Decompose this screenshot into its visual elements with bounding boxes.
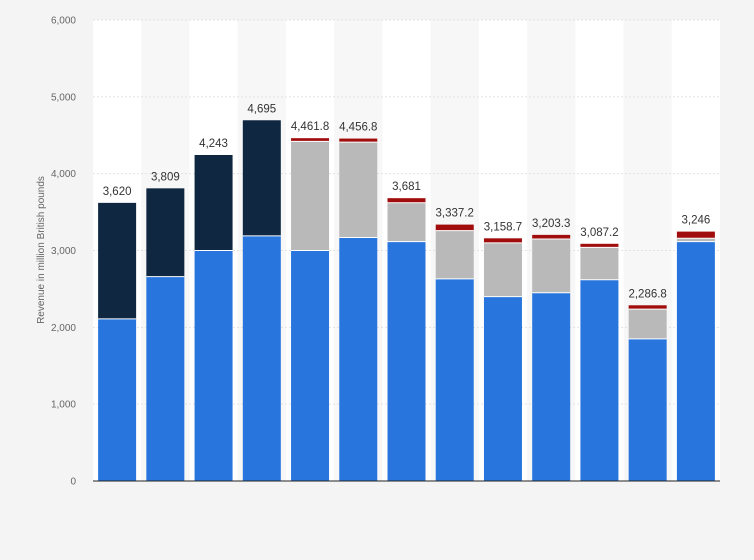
y-tick-label: 5,000 <box>51 92 76 103</box>
bar-segment <box>580 247 619 280</box>
bar-segment <box>291 138 330 142</box>
y-tick-label: 6,000 <box>51 16 76 27</box>
bar-total-label: 3,087.2 <box>580 227 618 239</box>
bar-total-label: 3,809 <box>151 171 180 183</box>
bar-total-label: 3,681 <box>392 181 421 193</box>
bar-segment <box>580 279 619 481</box>
bar-segment <box>291 141 330 251</box>
bars <box>98 120 715 481</box>
y-tick-label: 2,000 <box>51 323 76 334</box>
bar-segment <box>532 292 571 481</box>
data-labels: 3,620 3,809 4,243 4,695 4,461.8 4,456.8 3,681 3… <box>103 103 711 300</box>
bar-segment <box>483 296 522 481</box>
bar-segment <box>628 309 667 339</box>
bar-segment <box>146 276 185 481</box>
bar-segment <box>387 198 426 203</box>
bar-segment <box>628 338 667 481</box>
y-tick-label: 1,000 <box>51 400 76 411</box>
bar-total-label: 4,243 <box>199 138 228 150</box>
bar-total-label: 3,246 <box>681 215 710 227</box>
bar-segment <box>98 202 137 319</box>
bar-segment <box>580 243 619 248</box>
y-tick-label: 4,000 <box>51 169 76 180</box>
bar-segment <box>194 154 233 251</box>
bar-segment <box>387 202 426 242</box>
bar-segment <box>532 234 571 239</box>
bar-segment <box>435 230 474 279</box>
bar-segment <box>98 318 137 481</box>
bar-segment <box>242 235 281 481</box>
y-axis-title: Revenue in million British pounds <box>36 176 47 324</box>
bar-segment <box>435 278 474 481</box>
bar-segment <box>435 224 474 231</box>
bar-segment <box>387 241 426 481</box>
bar-segment <box>339 138 378 143</box>
bar-total-label: 3,337.2 <box>436 208 474 220</box>
bar-segment <box>532 238 571 293</box>
bar-segment <box>483 242 522 297</box>
bar-total-label: 4,461.8 <box>291 121 329 133</box>
bar-total-label: 4,695 <box>247 103 276 115</box>
bar-segment <box>146 188 185 277</box>
bar-segment <box>339 237 378 481</box>
bar-total-label: 3,203.3 <box>532 218 570 230</box>
bar-segment <box>676 238 715 242</box>
bar-segment <box>676 241 715 481</box>
bar-segment <box>242 120 281 236</box>
y-tick-label: 3,000 <box>51 246 76 257</box>
bar-segment <box>628 305 667 310</box>
bar-total-label: 4,456.8 <box>339 122 377 134</box>
bar-segment <box>291 250 330 481</box>
bar-total-label: 2,286.8 <box>628 288 666 300</box>
bar-segment <box>483 238 522 243</box>
y-tick-label: 0 <box>70 477 76 488</box>
y-axis-ticks: 0 1,000 2,000 3,000 4,000 5,000 6,000 <box>51 16 76 488</box>
bar-segment <box>194 250 233 481</box>
bar-segment <box>339 142 378 238</box>
bar-total-label: 3,158.7 <box>484 221 522 233</box>
bar-segment <box>676 231 715 239</box>
bar-total-label: 3,620 <box>103 186 132 198</box>
